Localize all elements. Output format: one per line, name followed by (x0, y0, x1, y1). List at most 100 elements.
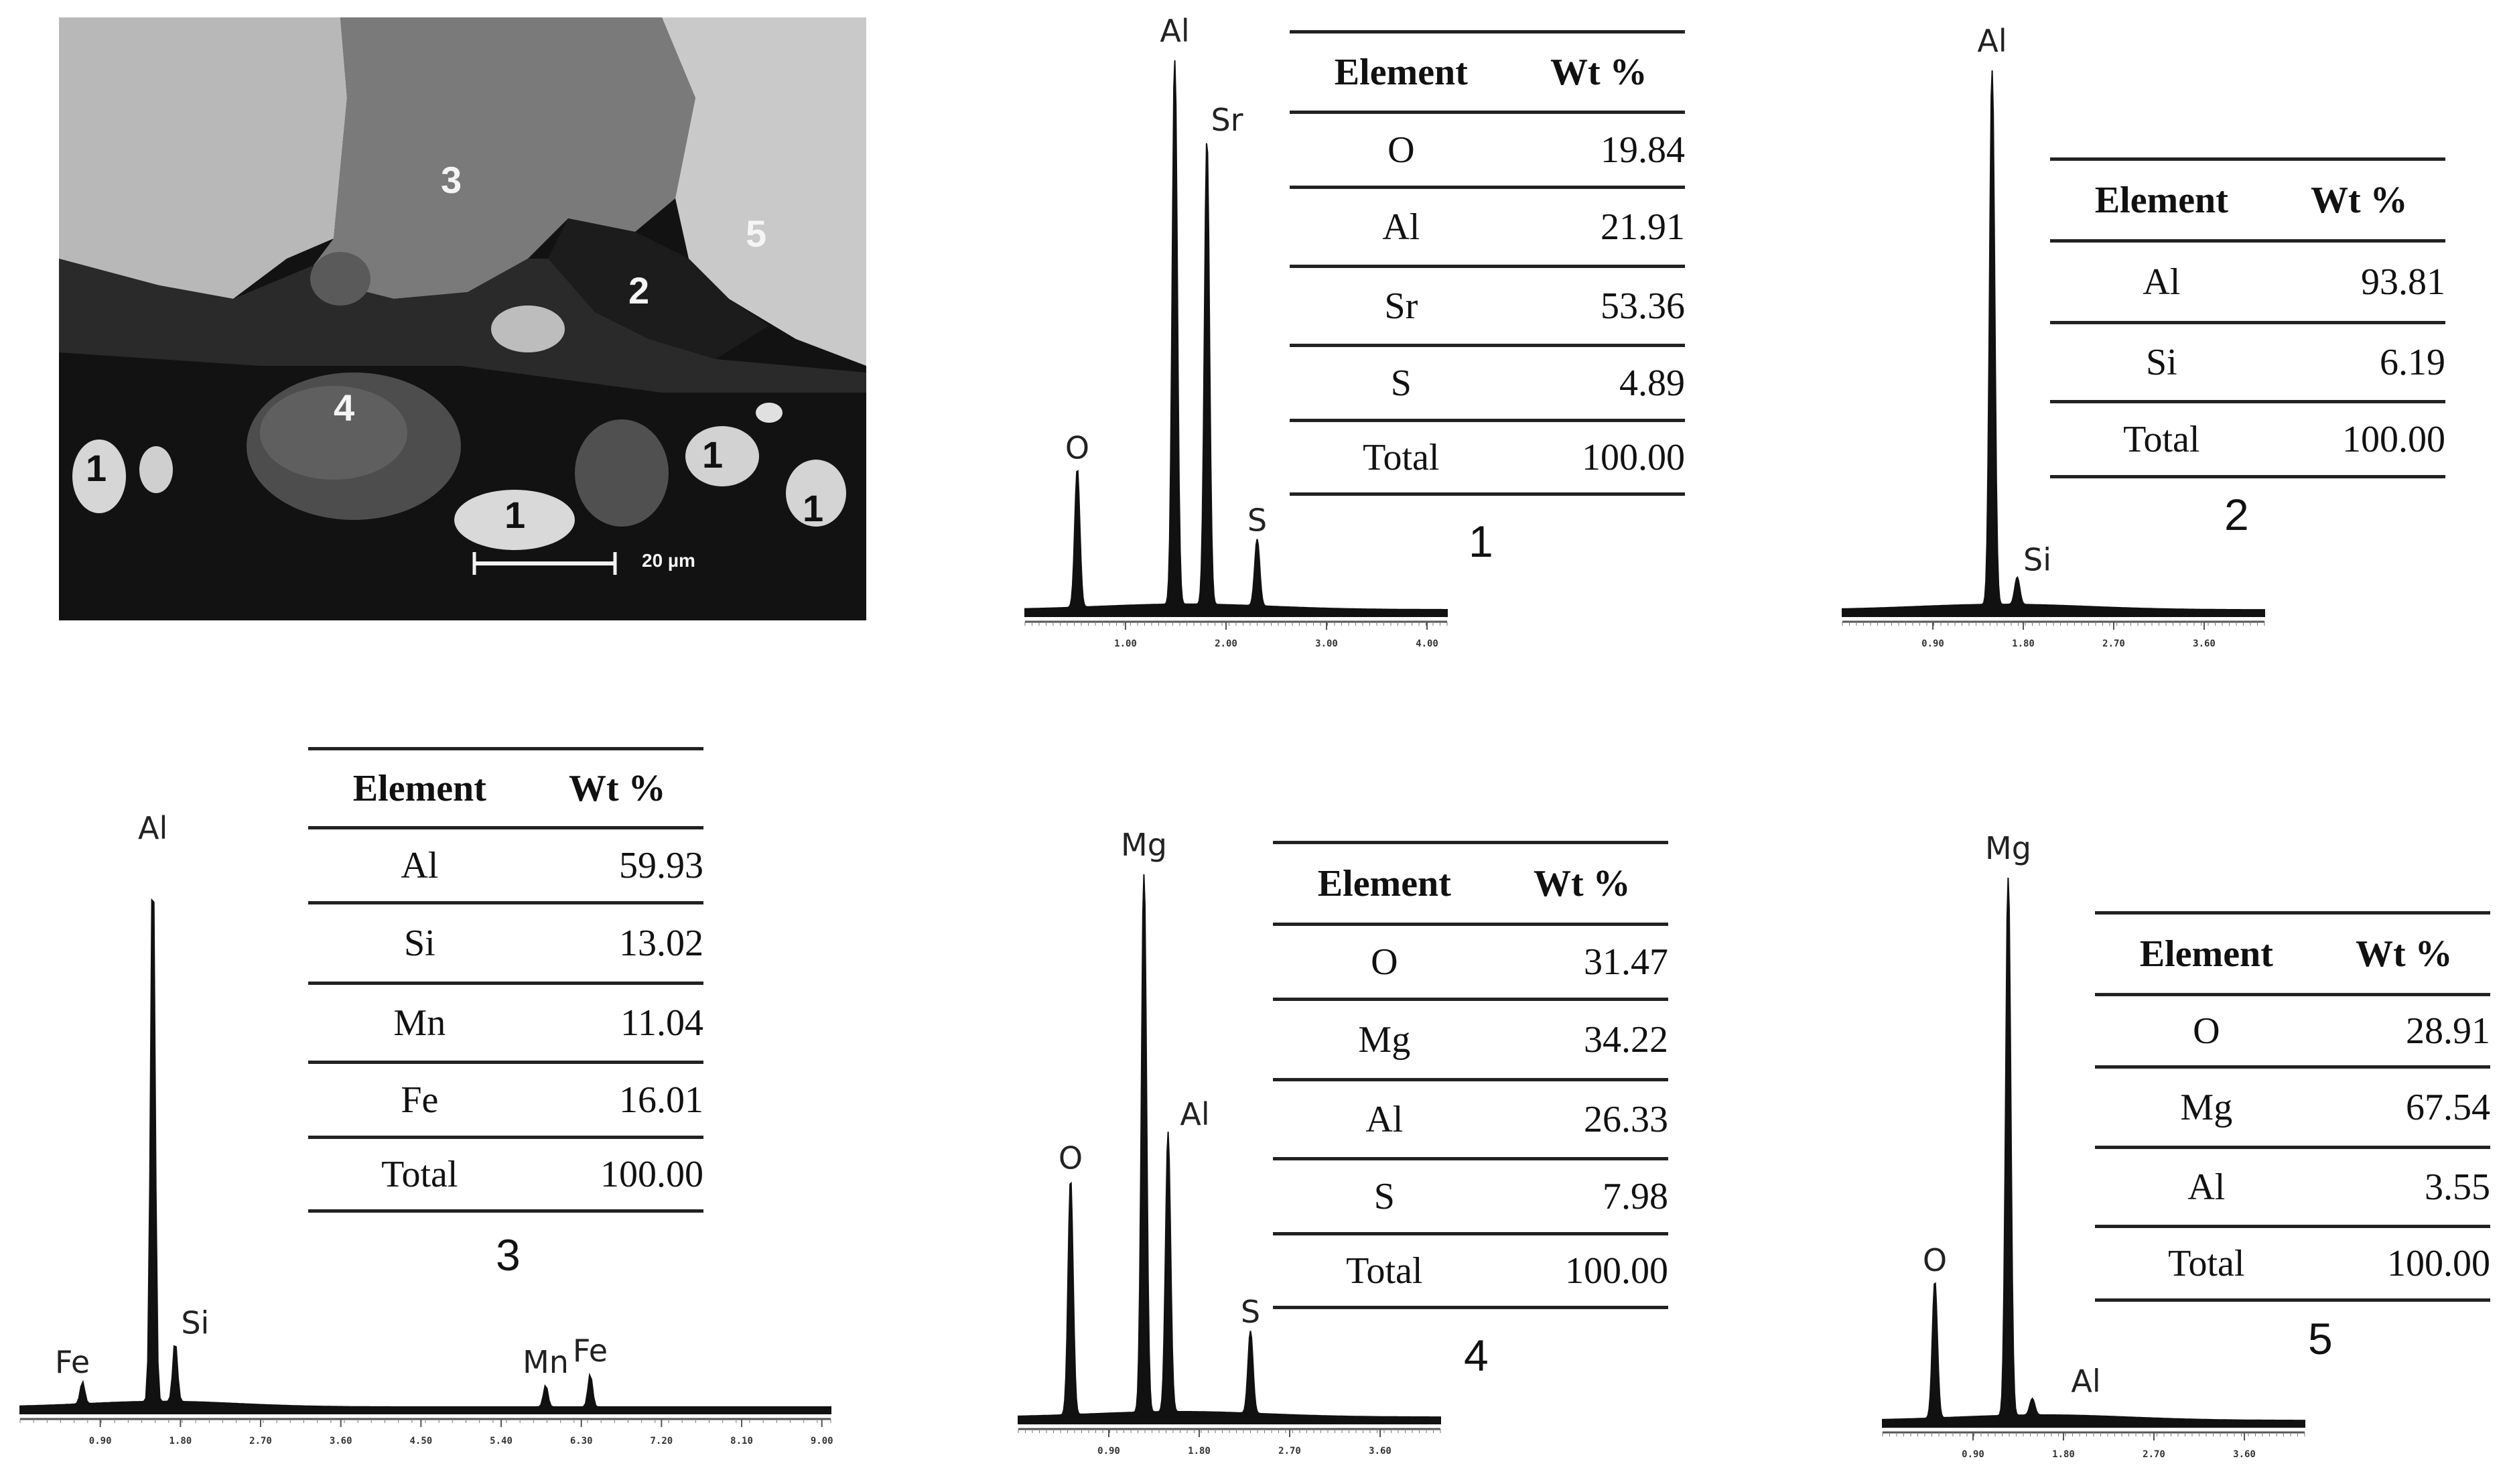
cell-element: Total (1363, 436, 1440, 478)
cell-wt: 6.19 (2380, 341, 2445, 383)
sem-micrograph: 3 5 2 4 1 1 1 1 1 20 µm (59, 17, 866, 620)
composition-table-1: Element Wt % O 19.84 Al 21.91 Sr 53.36 S 4.89… (1290, 30, 1685, 496)
x-tick-label: 4.00 (1416, 638, 1438, 649)
cell-element: Mg (2180, 1086, 2233, 1128)
sem-image (59, 17, 866, 620)
header-element: Element (2139, 933, 2273, 975)
panel-tag-3: 3 (496, 1230, 521, 1280)
x-tick-label: 1.80 (169, 1436, 192, 1446)
x-tick-label: 0.90 (1921, 638, 1944, 649)
panel-tag-1: 1 (1469, 517, 1493, 566)
cell-element: O (1371, 941, 1398, 983)
x-tick-label: 2.70 (249, 1436, 272, 1446)
eds-spectrum-5: 0.90 1.80 2.70 3.60 O Mg Al (1882, 830, 2305, 1460)
peak-label: S (1247, 502, 1267, 538)
cell-wt: 53.36 (1601, 285, 1685, 327)
cell-wt: 4.89 (1619, 362, 1685, 404)
cell-wt: 19.84 (1601, 129, 1685, 171)
peak-label: O (1923, 1242, 1947, 1278)
cell-element: Mg (1358, 1018, 1411, 1061)
composition-table-5: Element Wt % O 28.91 Mg 67.54 Al 3.55 Total 1… (2095, 911, 2490, 1302)
x-tick-label: 3.60 (2233, 1449, 2256, 1460)
sem-marker-1a: 1 (86, 447, 107, 489)
x-tick-label: 2.70 (2143, 1449, 2165, 1460)
header-wt: Wt % (1533, 862, 1631, 904)
panel-tag-2: 2 (2224, 490, 2249, 539)
eds-spectrum-3: 0.90 1.80 2.70 3.60 4.50 5.40 6.30 7.20 8.10 9.00… (19, 810, 833, 1446)
x-tick-label: 3.00 (1315, 638, 1338, 649)
spectrum-trace (1842, 70, 2265, 617)
x-tick-label: 0.90 (1962, 1449, 1984, 1460)
cell-element: S (1390, 362, 1412, 404)
peak-label: Si (2023, 541, 2051, 578)
composition-table-4: Element Wt % O 31.47 Mg 34.22 Al 26.33 S 7.98… (1273, 841, 1668, 1309)
header-element: Element (1317, 862, 1451, 904)
peak-label: Fe (573, 1333, 608, 1369)
cell-wt: 31.47 (1584, 941, 1668, 983)
peak-label: Mn (523, 1344, 569, 1380)
x-tick-label: 1.00 (1114, 638, 1137, 649)
sem-marker-5: 5 (746, 212, 767, 255)
cell-wt: 34.22 (1584, 1018, 1668, 1061)
x-tick-label: 1.80 (2012, 638, 2035, 649)
header-element: Element (2094, 179, 2228, 221)
cell-element: Mn (393, 1002, 446, 1044)
spectrum-trace (1024, 60, 1448, 617)
panel-tag-5: 5 (2308, 1314, 2333, 1363)
cell-element: Fe (401, 1079, 439, 1121)
eds-spectrum-4: 0.90 1.80 2.70 3.60 O Mg Al S (1018, 827, 1441, 1457)
cell-element: Al (2187, 1166, 2226, 1208)
sem-marker-2: 2 (628, 269, 650, 312)
cell-wt: 21.91 (1601, 206, 1685, 248)
cell-element: O (1387, 129, 1415, 171)
peak-label: Al (2071, 1363, 2100, 1399)
cell-element: O (2193, 1010, 2220, 1052)
x-tick-label: 6.30 (570, 1436, 593, 1446)
x-tick-label: 3.60 (330, 1436, 352, 1446)
cell-element: Al (401, 844, 439, 886)
cell-wt: 7.98 (1603, 1175, 1668, 1217)
x-tick-label: 1.80 (1188, 1446, 1211, 1457)
spectrum-trace (1882, 877, 2305, 1428)
cell-wt: 100.00 (1582, 436, 1685, 478)
cell-element: Al (2143, 261, 2181, 303)
cell-element: Si (403, 922, 435, 964)
peak-label: Sr (1211, 102, 1243, 138)
cell-element: Al (1365, 1098, 1404, 1140)
cell-element: S (1373, 1175, 1395, 1217)
sem-marker-4: 4 (334, 387, 355, 429)
cell-wt: 28.91 (2406, 1010, 2490, 1052)
cell-wt: 100.00 (2342, 418, 2445, 460)
x-tick-label: 9.00 (811, 1436, 833, 1446)
panel-tag-4: 4 (1464, 1331, 1489, 1380)
peak-label: Si (181, 1305, 209, 1341)
peak-label: Al (138, 810, 167, 846)
cell-wt: 100.00 (1565, 1250, 1668, 1292)
peak-label: S (1241, 1294, 1260, 1330)
cell-wt: 16.01 (619, 1079, 703, 1121)
x-tick-label: 3.60 (1369, 1446, 1392, 1457)
cell-wt: 100.00 (2387, 1242, 2490, 1284)
eds-spectrum-1: 1.00 2.00 3.00 4.00 O Al Sr S (1024, 13, 1448, 649)
peak-label: O (1059, 1140, 1083, 1176)
cell-wt: 67.54 (2406, 1086, 2490, 1128)
cell-wt: 26.33 (1584, 1098, 1668, 1140)
cell-element: Total (2168, 1242, 2245, 1284)
cell-element: Al (1382, 206, 1420, 248)
x-tick-label: 3.60 (2193, 638, 2216, 649)
peak-label: Mg (1985, 830, 2031, 866)
x-tick-label: 1.80 (2052, 1449, 2075, 1460)
peak-label: Fe (55, 1344, 90, 1380)
x-tick-label: 8.10 (730, 1436, 753, 1446)
x-tick-label: 0.90 (1097, 1446, 1120, 1457)
cell-element: Sr (1384, 285, 1418, 327)
sem-marker-3: 3 (441, 159, 462, 201)
cell-element: Total (381, 1153, 458, 1195)
cell-element: Si (2145, 341, 2177, 383)
header-wt: Wt % (2355, 933, 2453, 975)
scale-bar-label: 20 µm (642, 550, 695, 571)
x-tick-label: 4.50 (409, 1436, 432, 1446)
sem-marker-1c: 1 (702, 433, 724, 476)
header-wt: Wt % (1550, 51, 1647, 93)
